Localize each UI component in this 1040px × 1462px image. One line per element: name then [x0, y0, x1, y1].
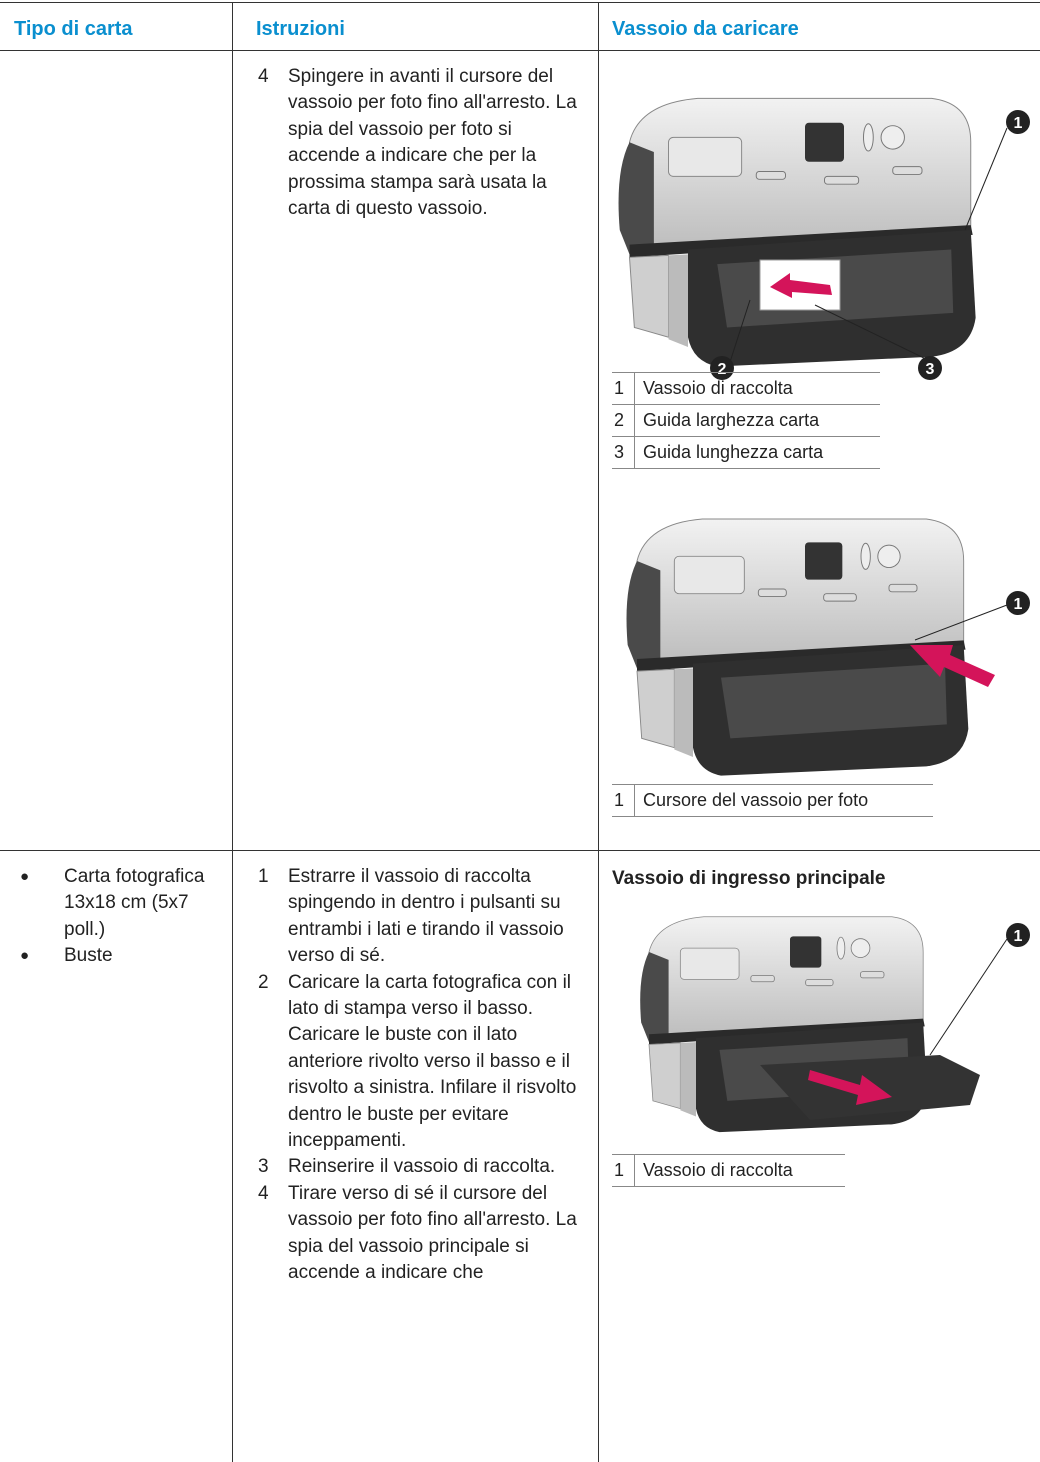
section-heading: Vassoio di ingresso principale: [612, 868, 886, 889]
callout: [1006, 591, 1030, 615]
step-number: 4: [258, 66, 269, 87]
steps: 1 Estrarre il vassoio di raccolta spingen…: [258, 864, 586, 1287]
step-number: 4: [258, 1182, 269, 1204]
column-header: Istruzioni: [256, 18, 345, 40]
step-text: Caricare la carta fotografica con il lat…: [288, 971, 577, 1152]
arrow: [808, 1070, 892, 1105]
legend-text: Guida larghezza carta: [634, 404, 880, 437]
step-number: 3: [258, 1156, 269, 1178]
column-header: Vassoio da caricare: [612, 18, 799, 40]
printer-figure: 1: [626, 518, 1030, 777]
legend-key: 1: [612, 1154, 635, 1187]
callout-number: 3: [926, 361, 935, 378]
legend-text: Guida lunghezza carta: [634, 436, 880, 469]
legend-key: 2: [612, 404, 635, 437]
leader: [914, 604, 1008, 641]
printer-figure: 1: [639, 916, 1030, 1133]
bullet: ●: [20, 947, 30, 965]
callout: [1006, 110, 1030, 134]
column-header: Tipo di carta: [14, 18, 133, 40]
legend-text: Vassoio di raccolta: [634, 1154, 845, 1187]
printer-image: [618, 97, 977, 367]
table-border: [0, 2, 1040, 3]
leader: [814, 304, 929, 361]
legend: 1 Cursore del vassoio per foto: [612, 784, 933, 817]
legend-key: 1: [612, 372, 635, 405]
paper-type: ● Carta fotografica 13x18 cm (5x7 poll.): [20, 864, 216, 943]
callout-number: 2: [718, 361, 727, 378]
steps: 4 Spingere in avanti il cursore del vass…: [258, 64, 586, 222]
callout-number: 1: [1014, 596, 1023, 613]
legend: 1 Vassoio di raccolta 2 Guida larghezza ca…: [612, 372, 880, 469]
paper-type-text: Carta fotografica 13x18 cm (5x7 poll.): [64, 866, 205, 940]
column-rule: [598, 2, 599, 1462]
step-number: 2: [258, 971, 269, 993]
legend: 1 Vassoio di raccolta: [612, 1154, 845, 1187]
leader: [929, 938, 1008, 1056]
step: 1 Estrarre il vassoio di raccolta spingen…: [258, 864, 586, 970]
row-rule: [0, 850, 1040, 851]
step-text: Spingere in avanti il cursore del vassoi…: [288, 66, 577, 220]
step-text: Estrarre il vassoio di raccolta spingend…: [288, 866, 564, 967]
step: 4 Tirare verso di sé il cursore del vasso…: [258, 1181, 586, 1287]
step: 4 Spingere in avanti il cursore del vass…: [258, 64, 586, 222]
paper-type-text: Buste: [64, 945, 113, 967]
callout-number: 1: [1014, 115, 1023, 132]
legend-text: Cursore del vassoio per foto: [634, 784, 933, 817]
paper-type: ● Buste: [20, 943, 216, 969]
step-text: Reinserire il vassoio di raccolta.: [288, 1156, 556, 1178]
step: 2 Caricare la carta fotografica con il la…: [258, 970, 586, 1155]
column-rule: [232, 2, 233, 1462]
arrow: [910, 645, 995, 687]
leader: [729, 299, 751, 363]
legend-key: 3: [612, 436, 635, 469]
arrow: [770, 273, 832, 298]
legend-text: Vassoio di raccolta: [634, 372, 880, 405]
printer-figure: 1 2 3: [618, 97, 1030, 380]
callout: [918, 356, 942, 380]
callout: [1006, 923, 1030, 947]
callout-number: 1: [1014, 928, 1023, 945]
header-rule: [0, 50, 1040, 51]
step-text: Tirare verso di sé il cursore del vassoi…: [288, 1182, 577, 1284]
legend-key: 1: [612, 784, 635, 817]
step-number: 1: [258, 866, 269, 887]
step: 3 Reinserire il vassoio di raccolta.: [258, 1154, 586, 1180]
leader: [964, 127, 1008, 231]
bullet: ●: [20, 868, 30, 885]
paper-types: ● Carta fotografica 13x18 cm (5x7 poll.) …: [20, 864, 216, 970]
